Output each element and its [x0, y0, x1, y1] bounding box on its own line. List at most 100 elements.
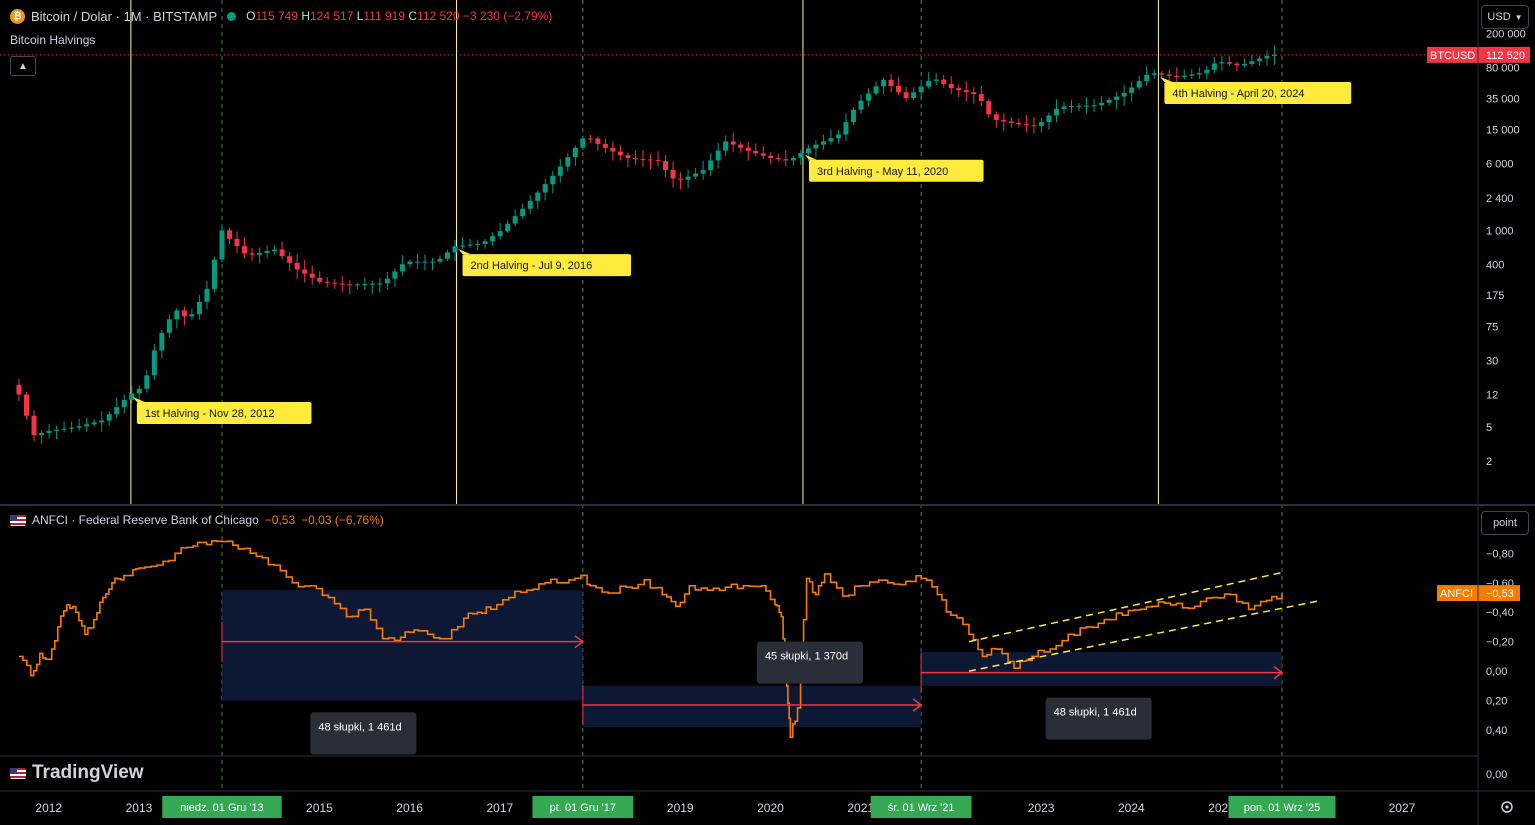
candle: [324, 277, 330, 288]
candle: [828, 129, 834, 145]
candle: [708, 153, 714, 176]
symbol-title[interactable]: Bitcoin / Dolar · 1M · BITSTAMP: [31, 8, 218, 24]
candle: [1181, 69, 1187, 80]
channel-upper-line: [968, 571, 1283, 643]
currency-button[interactable]: USD ▼: [1481, 5, 1529, 29]
candle: [873, 81, 879, 96]
candle: [384, 271, 390, 290]
candle: [76, 418, 82, 431]
candle: [587, 134, 593, 143]
anfci-title[interactable]: ANFCI · Federal Reserve Bank of Chicago: [32, 513, 259, 527]
candle: [46, 424, 52, 439]
price-tick-label: 175: [1486, 290, 1504, 302]
candle: [843, 113, 849, 142]
candle: [69, 421, 75, 433]
candle: [1219, 55, 1225, 71]
price-tick-label: 80 000: [1486, 63, 1520, 75]
candle: [948, 76, 954, 95]
candle: [595, 136, 601, 151]
anfci-tick-label: 0,40: [1486, 725, 1507, 737]
year-tick-label: 2019: [667, 801, 694, 815]
candle: [302, 260, 308, 283]
svg-text:45 słupki, 1 370d: 45 słupki, 1 370d: [765, 651, 848, 663]
candle: [196, 295, 202, 320]
date-badge: niedz. 01 Gru '13: [162, 796, 282, 818]
candle: [437, 255, 443, 264]
candle: [896, 76, 902, 95]
candle: [392, 268, 398, 287]
candle: [625, 152, 631, 168]
candle: [956, 84, 962, 98]
candle: [1061, 101, 1067, 114]
us-flag-icon: [10, 767, 26, 779]
measure-arrow: [920, 652, 1284, 693]
candle: [121, 394, 127, 414]
chevron-down-icon: ▼: [1514, 12, 1523, 22]
candle: [1234, 61, 1240, 72]
candle: [399, 255, 405, 276]
candle: [1136, 75, 1142, 91]
symbol-header: ₿ Bitcoin / Dolar · 1M · BITSTAMP O115 7…: [10, 6, 552, 26]
candle: [377, 277, 383, 293]
indicator-name[interactable]: Bitcoin Halvings: [10, 33, 96, 47]
collapse-button[interactable]: ▲: [10, 56, 36, 76]
candle: [249, 247, 255, 261]
us-flag-icon: [10, 514, 26, 526]
candle: [1196, 67, 1202, 79]
svg-text:2nd Halving - Jul 9, 2016: 2nd Halving - Jul 9, 2016: [471, 260, 593, 272]
candle: [1031, 117, 1037, 134]
candle: [550, 171, 556, 194]
candle: [888, 74, 894, 93]
candle: [632, 150, 638, 165]
candle: [279, 241, 285, 260]
candle: [422, 254, 428, 271]
tradingview-logo: TradingView: [10, 762, 144, 784]
svg-text:BTCUSD: BTCUSD: [1430, 50, 1475, 62]
candle: [1121, 84, 1127, 106]
candle: [490, 232, 496, 246]
price-tick-label: 1 000: [1486, 225, 1514, 237]
price-tick-label: 30: [1486, 355, 1498, 367]
svg-text:48 słupki, 1 461d: 48 słupki, 1 461d: [1054, 707, 1137, 719]
candle: [106, 411, 112, 427]
candle: [204, 280, 210, 310]
settings-icon[interactable]: [1501, 801, 1513, 813]
candle: [520, 203, 526, 219]
candle: [723, 135, 729, 157]
candle: [730, 132, 736, 153]
candle: [850, 107, 856, 126]
candle: [565, 153, 571, 172]
unit-button[interactable]: point: [1481, 511, 1529, 535]
candle: [114, 397, 120, 418]
candle: [144, 369, 150, 393]
candle: [242, 236, 248, 258]
candle: [1099, 95, 1105, 111]
anfci-tick-label: −0,40: [1486, 607, 1514, 619]
anfci-tick-label: −0,80: [1486, 548, 1514, 560]
candle: [189, 308, 195, 321]
candle: [918, 83, 924, 101]
svg-text:48 słupki, 1 461d: 48 słupki, 1 461d: [318, 721, 401, 733]
candle: [881, 77, 887, 95]
candle: [159, 329, 165, 359]
candle: [347, 280, 353, 295]
candle: [1016, 118, 1022, 128]
candle: [174, 307, 180, 329]
halving-label: 1st Halving - Nov 28, 2012: [132, 396, 312, 424]
candle: [693, 167, 699, 180]
candle: [497, 222, 503, 240]
bitcoin-icon: ₿: [10, 8, 25, 24]
candle: [1046, 112, 1052, 130]
candle: [813, 140, 819, 158]
price-tick-label: 75: [1486, 321, 1498, 333]
candle: [84, 417, 90, 433]
year-tick-label: 2027: [1389, 801, 1416, 815]
candle: [610, 141, 616, 161]
svg-text:4th Halving - April 20, 2024: 4th Halving - April 20, 2024: [1172, 88, 1304, 100]
svg-text:ANFCI: ANFCI: [1440, 588, 1473, 600]
candle: [309, 265, 315, 285]
candle: [369, 281, 375, 294]
candle: [933, 73, 939, 86]
candle: [760, 145, 766, 159]
